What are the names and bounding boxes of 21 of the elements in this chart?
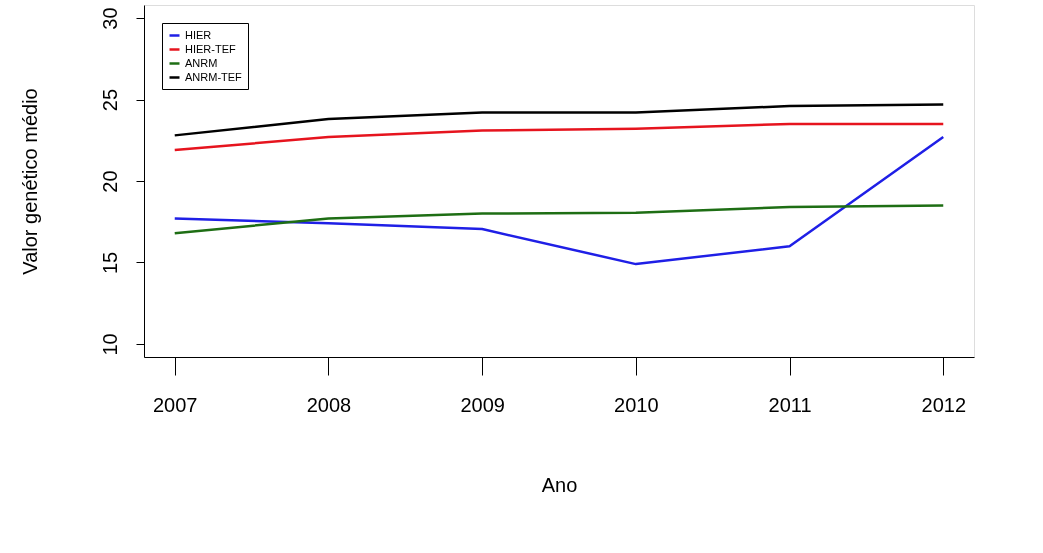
y-tick-label: 15 [98,251,121,275]
x-tick-label: 2008 [306,393,352,416]
y-tick-label: 10 [98,333,121,356]
x-tick-label: 2009 [460,393,505,416]
legend-label: ANRM-TEF [185,70,243,83]
x-axis-title: Ano [541,473,578,496]
line-series [173,122,945,152]
x-tick-label: 2007 [152,393,198,416]
legend-label: HIER-TEF [185,42,236,55]
legend-label: HIER [185,28,212,41]
y-tick-label: 20 [98,170,121,193]
line-series [173,135,945,266]
x-tick-label: 2012 [921,393,967,416]
legend-label: ANRM [185,56,218,69]
x-tick-label: 2010 [614,393,659,416]
line-series [173,103,945,137]
y-tick-label: 25 [98,88,121,112]
x-tick-label: 2011 [768,393,812,416]
y-axis-title: Valor genético médio [18,88,41,275]
y-tick-label: 30 [98,7,121,30]
line-series [173,204,945,235]
